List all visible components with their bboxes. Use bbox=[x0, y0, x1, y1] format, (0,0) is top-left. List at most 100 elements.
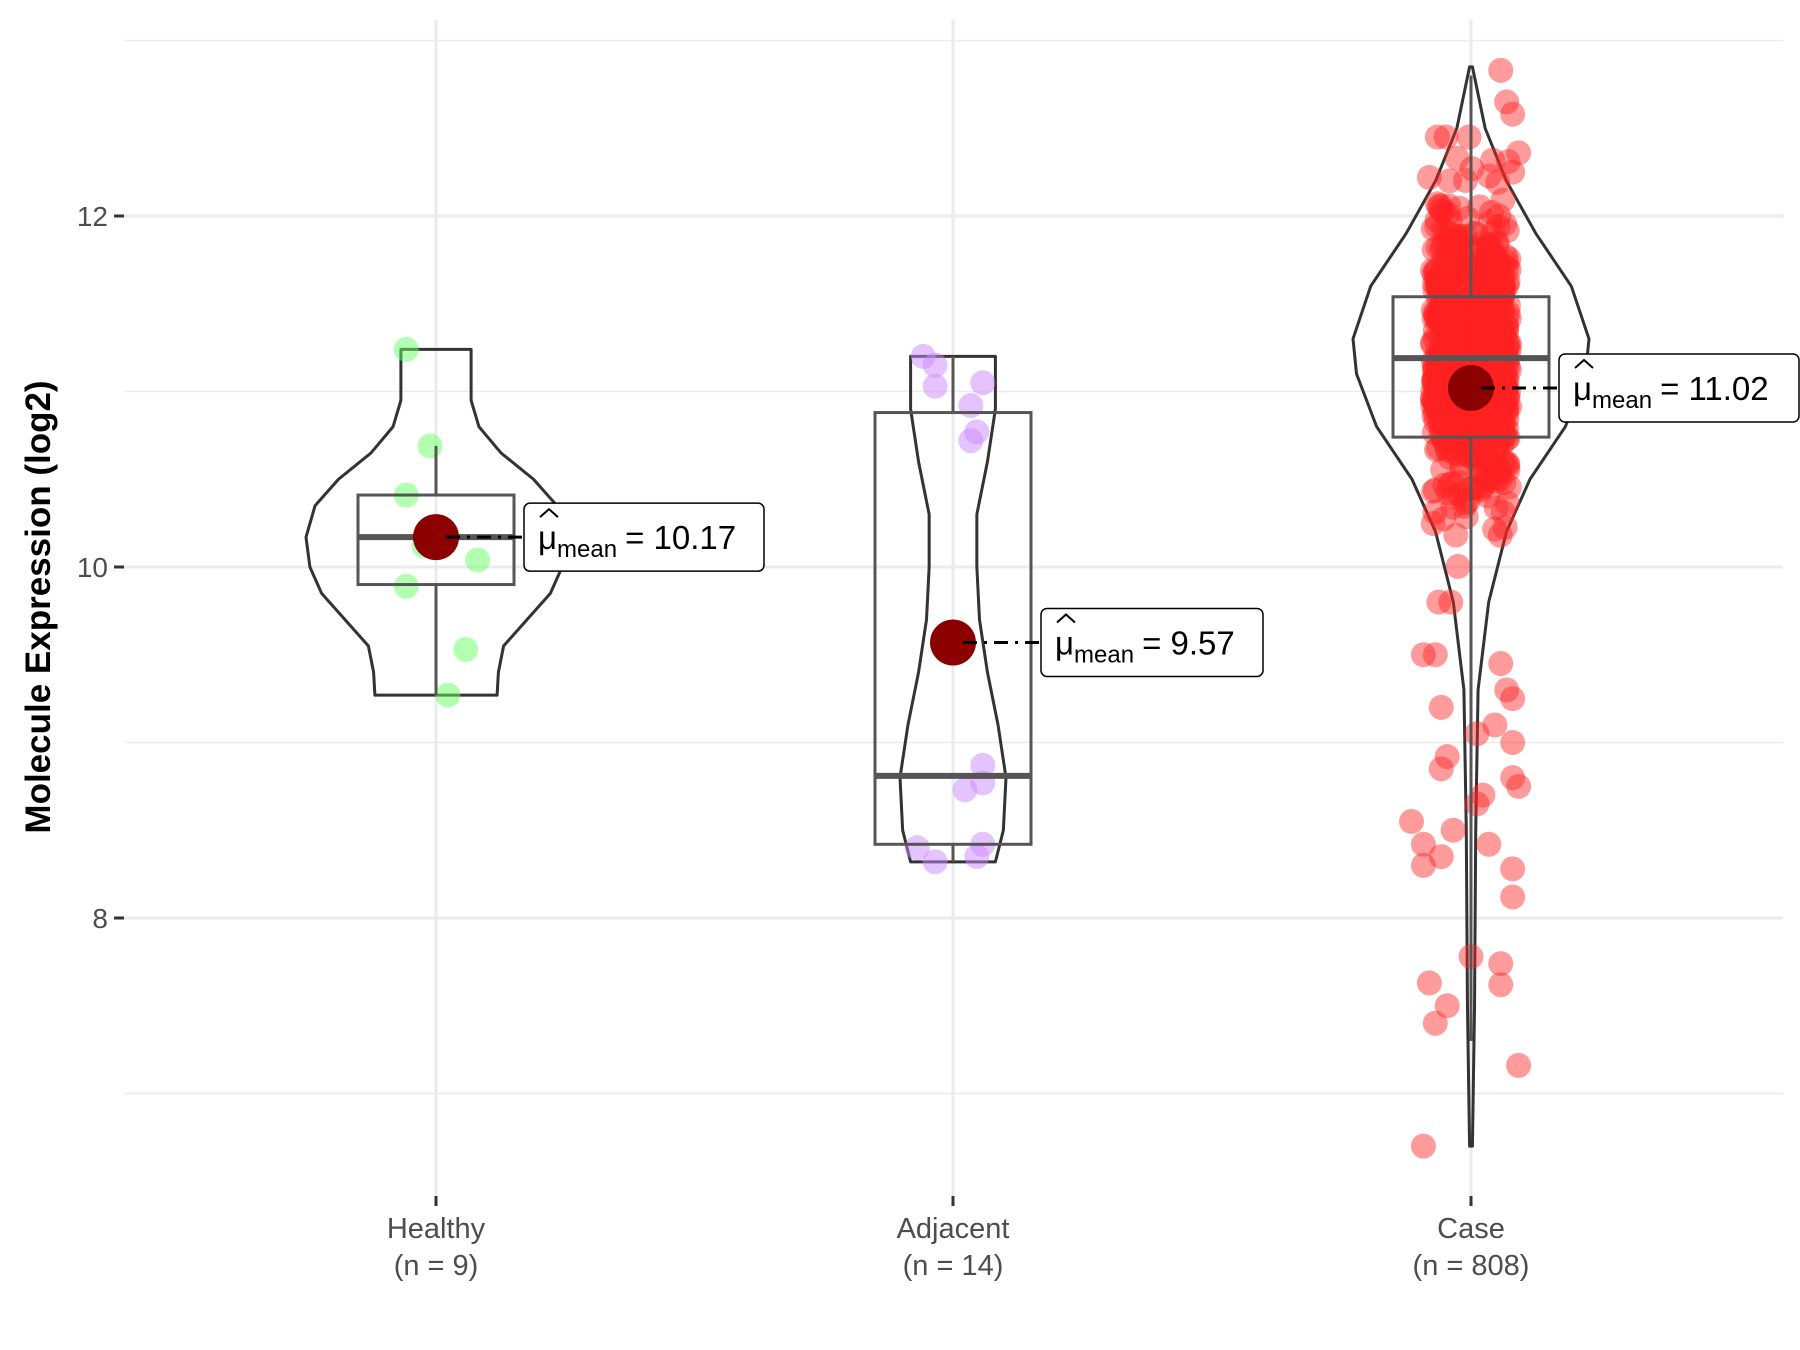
data-point bbox=[1430, 281, 1456, 307]
data-point bbox=[1441, 332, 1467, 358]
data-point bbox=[1429, 275, 1455, 301]
data-point bbox=[1474, 440, 1500, 466]
data-point bbox=[1426, 266, 1452, 292]
data-point bbox=[1486, 458, 1512, 484]
data-point bbox=[1452, 408, 1478, 434]
data-point bbox=[1441, 334, 1467, 360]
data-point bbox=[1476, 831, 1502, 857]
data-point bbox=[1444, 428, 1470, 454]
data-point bbox=[1494, 272, 1520, 298]
data-point bbox=[1476, 255, 1502, 281]
data-point bbox=[1449, 455, 1475, 481]
x-tick-label: Case bbox=[1437, 1213, 1505, 1245]
data-point bbox=[1428, 293, 1454, 319]
data-point bbox=[1455, 411, 1481, 437]
data-point bbox=[1440, 253, 1466, 279]
data-point bbox=[1475, 262, 1501, 288]
data-point bbox=[1431, 410, 1457, 436]
data-point bbox=[1447, 306, 1473, 332]
data-point bbox=[1455, 415, 1481, 441]
data-point bbox=[1491, 368, 1517, 394]
mean-point bbox=[413, 514, 459, 561]
data-point bbox=[1495, 385, 1521, 411]
data-point bbox=[1421, 367, 1447, 393]
data-point bbox=[1416, 164, 1442, 190]
data-point bbox=[1426, 274, 1452, 300]
data-point bbox=[1448, 406, 1474, 432]
data-point bbox=[1434, 399, 1460, 425]
data-point bbox=[1500, 884, 1526, 910]
data-point bbox=[1424, 207, 1450, 233]
data-point bbox=[1456, 124, 1482, 150]
data-point bbox=[1423, 378, 1449, 404]
data-point bbox=[1470, 782, 1496, 808]
data-point bbox=[1488, 287, 1514, 313]
data-point bbox=[1500, 856, 1526, 882]
data-point bbox=[1494, 375, 1520, 401]
data-point bbox=[1480, 221, 1506, 247]
data-point bbox=[1434, 312, 1460, 338]
data-point bbox=[964, 844, 990, 870]
data-point bbox=[1472, 262, 1498, 288]
data-point bbox=[1478, 287, 1504, 313]
data-point bbox=[1453, 334, 1479, 360]
data-point bbox=[1435, 317, 1461, 343]
data-point bbox=[1455, 206, 1481, 232]
data-point bbox=[1488, 251, 1514, 277]
data-point bbox=[1461, 331, 1487, 357]
data-point bbox=[1425, 274, 1451, 300]
data-point bbox=[1481, 252, 1507, 278]
data-point bbox=[1467, 269, 1493, 295]
data-point bbox=[1424, 437, 1450, 463]
data-point bbox=[1477, 209, 1503, 235]
data-point bbox=[1456, 413, 1482, 439]
data-point bbox=[1491, 273, 1517, 299]
data-point bbox=[1432, 274, 1458, 300]
data-point bbox=[1451, 326, 1477, 352]
data-point bbox=[1431, 357, 1457, 383]
data-point bbox=[1476, 270, 1502, 296]
data-point bbox=[1438, 265, 1464, 291]
data-point bbox=[1454, 412, 1480, 438]
data-point bbox=[1484, 437, 1510, 463]
data-point bbox=[970, 370, 996, 396]
data-point bbox=[1492, 324, 1518, 350]
data-point bbox=[1469, 437, 1495, 463]
data-point bbox=[1490, 298, 1516, 324]
data-point bbox=[1491, 317, 1517, 343]
data-point bbox=[1430, 457, 1456, 483]
data-point bbox=[1449, 405, 1475, 431]
mean-point bbox=[1448, 364, 1494, 411]
data-point bbox=[1462, 414, 1488, 440]
data-point bbox=[1490, 262, 1516, 288]
data-point bbox=[1448, 429, 1474, 455]
data-point bbox=[1447, 223, 1473, 249]
data-point bbox=[1457, 326, 1483, 352]
data-point bbox=[1427, 299, 1453, 325]
data-point bbox=[1490, 372, 1516, 398]
data-point bbox=[1490, 281, 1516, 307]
data-point bbox=[1483, 405, 1509, 431]
data-point bbox=[1462, 311, 1488, 337]
data-point bbox=[1486, 319, 1512, 345]
data-point bbox=[1437, 329, 1463, 355]
data-point bbox=[1428, 294, 1454, 320]
data-point bbox=[1433, 266, 1459, 292]
data-point bbox=[1432, 228, 1458, 254]
data-point bbox=[1482, 453, 1508, 479]
data-point bbox=[1453, 323, 1479, 349]
data-point bbox=[1491, 411, 1517, 437]
data-point bbox=[1432, 334, 1458, 360]
x-tick-label: Healthy bbox=[387, 1213, 486, 1245]
x-tick-count: (n = 808) bbox=[1413, 1250, 1530, 1282]
data-point bbox=[1432, 472, 1458, 498]
data-point bbox=[1484, 230, 1510, 256]
data-point bbox=[1457, 335, 1483, 361]
data-point bbox=[1477, 315, 1503, 341]
data-point bbox=[1436, 401, 1462, 427]
data-point bbox=[1428, 844, 1454, 870]
data-point bbox=[1461, 288, 1487, 314]
mu-hat: μ bbox=[1573, 370, 1592, 407]
data-point bbox=[1421, 366, 1447, 392]
data-point bbox=[1433, 330, 1459, 356]
